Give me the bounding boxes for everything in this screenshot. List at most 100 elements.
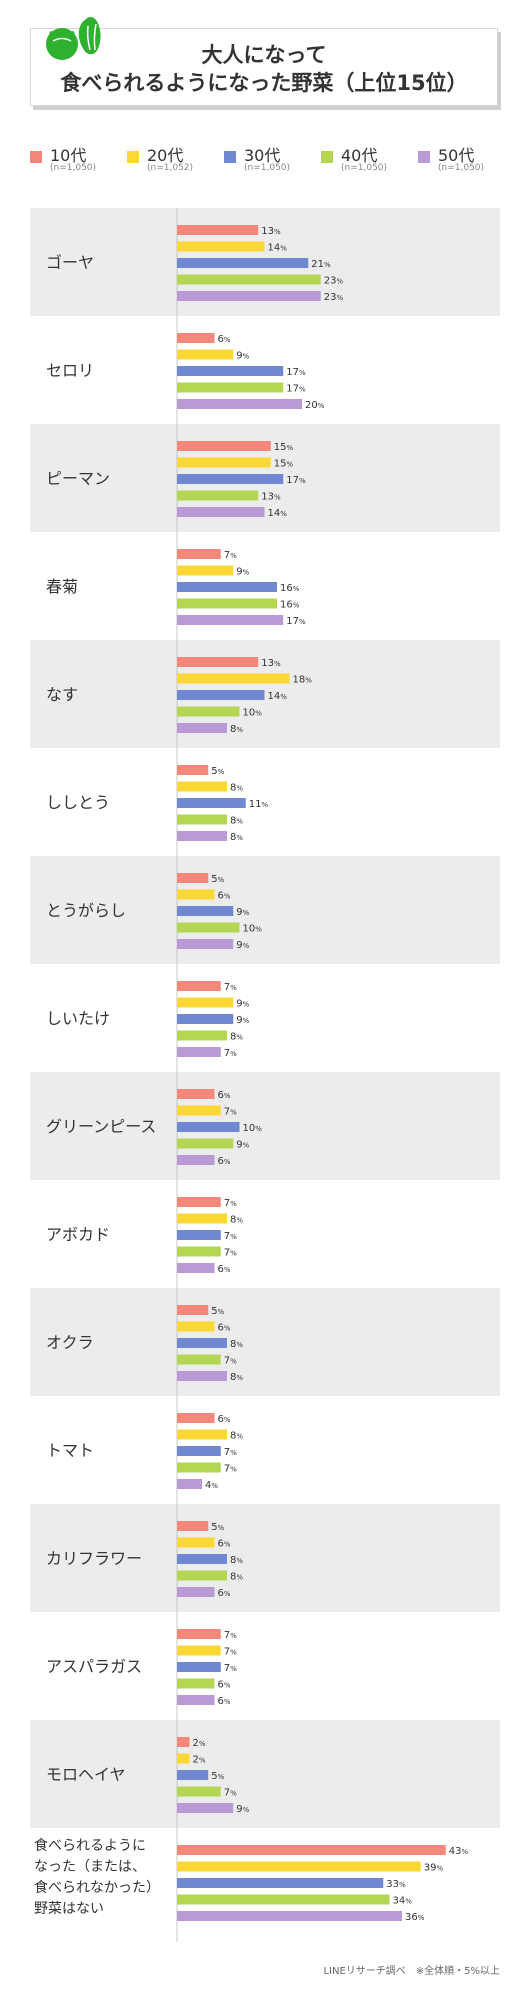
bar (177, 274, 321, 285)
bar (177, 1629, 221, 1639)
legend-n-20s: (n=1,052) (147, 163, 194, 173)
data-label: 7% (224, 1647, 237, 1658)
bar (177, 1753, 190, 1764)
bar (177, 549, 221, 559)
bar (177, 225, 259, 235)
legend-swatch-10s (30, 151, 42, 163)
bar (177, 1803, 234, 1813)
data-label: 9% (236, 351, 249, 362)
data-label: 8% (230, 783, 243, 794)
data-label: 9% (236, 940, 249, 951)
bar (177, 1305, 209, 1315)
data-label: 16% (280, 600, 300, 611)
legend-n-30s: (n=1,050) (244, 163, 291, 173)
bar (177, 657, 259, 667)
data-label: 7% (224, 1198, 237, 1209)
data-label: 7% (224, 1356, 237, 1367)
legend-swatch-20s (127, 151, 139, 163)
data-label: 8% (230, 832, 243, 843)
row-background (30, 1720, 500, 1828)
data-label: 6% (218, 1264, 231, 1275)
vegetable-icon (46, 17, 101, 60)
bar (177, 1537, 215, 1548)
bar (177, 831, 227, 841)
data-label: 8% (230, 1032, 243, 1043)
data-label: 7% (224, 1107, 237, 1118)
legend-label-50s: 50代 (438, 146, 475, 165)
data-label: 34% (393, 1896, 413, 1907)
data-label: 6% (218, 1539, 231, 1550)
bar (177, 1047, 221, 1057)
data-label: 9% (236, 907, 249, 918)
bar (177, 457, 271, 468)
data-label: 15% (274, 459, 294, 470)
bar (177, 889, 215, 900)
data-label: 14% (268, 691, 288, 702)
data-label: 8% (230, 1431, 243, 1442)
data-label: 9% (236, 1140, 249, 1151)
bar (177, 1479, 202, 1489)
data-label: 9% (236, 1804, 249, 1815)
data-label: 20% (305, 400, 325, 411)
data-label: 5% (211, 766, 224, 777)
category-label: オクラ (46, 1333, 94, 1352)
data-label: 8% (230, 816, 243, 827)
bar (177, 382, 284, 393)
data-label: 36% (405, 1912, 425, 1923)
row-background (30, 1288, 500, 1396)
bar (177, 615, 284, 625)
bar (177, 1197, 221, 1207)
bar (177, 939, 234, 949)
data-label: 21% (311, 259, 331, 270)
data-label: 10% (243, 924, 263, 935)
data-label: 17% (286, 616, 306, 627)
data-label: 16% (280, 583, 300, 594)
data-label: 2% (193, 1755, 206, 1766)
legend-swatch-30s (224, 151, 236, 163)
bar (177, 1894, 390, 1905)
data-label: 9% (236, 999, 249, 1010)
bar (177, 1570, 227, 1581)
bar (177, 349, 234, 360)
bar (177, 399, 302, 409)
data-label: 5% (211, 1306, 224, 1317)
data-label: 4% (205, 1480, 218, 1491)
legend-n-10s: (n=1,050) (50, 163, 97, 173)
data-label: 13% (261, 658, 281, 669)
bar (177, 582, 277, 592)
data-label: 8% (230, 724, 243, 735)
data-label: 11% (249, 799, 269, 810)
bar (177, 723, 227, 733)
bar (177, 1554, 227, 1564)
legend-label-40s: 40代 (341, 146, 378, 165)
data-label: 8% (230, 1372, 243, 1383)
data-label: 9% (236, 1015, 249, 1026)
bar (177, 1786, 221, 1797)
bar (177, 1413, 215, 1423)
legend-label-10s: 10代 (50, 146, 87, 165)
data-label: 6% (218, 1156, 231, 1167)
legend-swatch-50s (418, 151, 430, 163)
category-label: アボカド (46, 1225, 110, 1244)
data-label: 2% (193, 1738, 206, 1749)
data-label: 17% (286, 367, 306, 378)
bar (177, 1695, 215, 1705)
data-label: 7% (224, 1630, 237, 1641)
data-label: 17% (286, 384, 306, 395)
bar (177, 1014, 234, 1024)
data-label: 8% (230, 1555, 243, 1566)
data-label: 17% (286, 475, 306, 486)
bar (177, 1770, 209, 1780)
data-label: 6% (218, 1090, 231, 1101)
bar (177, 1138, 234, 1149)
bar (177, 1587, 215, 1597)
bar (177, 781, 227, 792)
data-label: 5% (211, 1522, 224, 1533)
data-label: 5% (211, 1771, 224, 1782)
footnote: LINEリサーチ調べ ※全体順・5%以上 (323, 1966, 500, 1977)
category-label: グリーンピース (46, 1117, 156, 1136)
bar (177, 1737, 190, 1747)
bar (177, 1089, 215, 1099)
data-label: 8% (230, 1215, 243, 1226)
category-label: なす (46, 685, 78, 704)
